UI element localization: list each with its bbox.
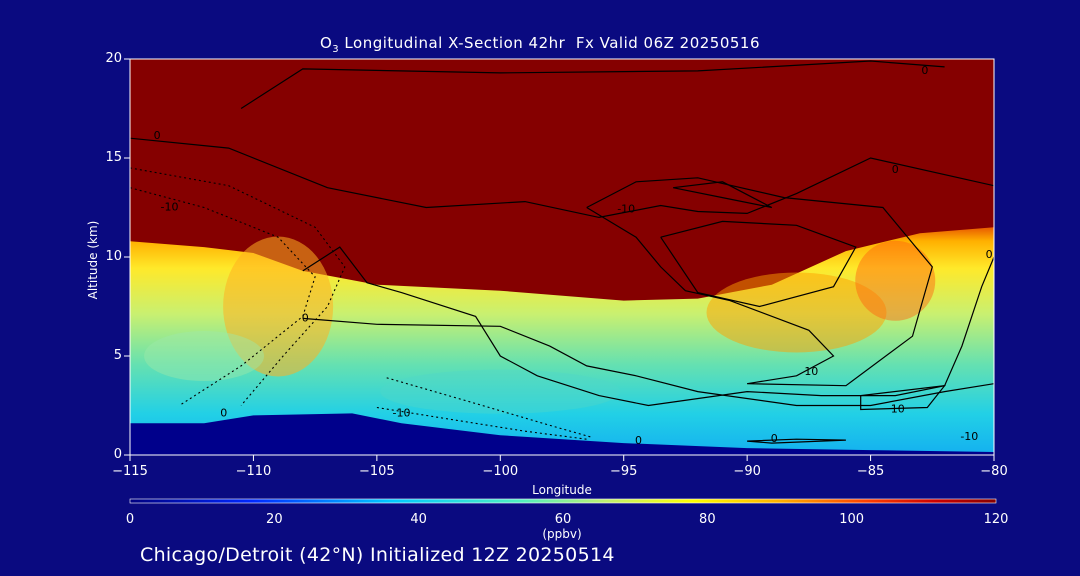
colorbar-tick-label: 0 [125, 512, 135, 527]
ozone-blob-3 [144, 331, 265, 381]
colorbar [129, 498, 997, 504]
dashed-contour-1 [130, 167, 346, 406]
contour-line-1 [130, 137, 994, 219]
ozone-blob-0 [223, 236, 334, 377]
contour-label-11: 0 [771, 432, 778, 445]
contour-label-4: 0 [220, 406, 227, 419]
ozone-blob-4 [380, 369, 621, 414]
contour-line-4 [586, 177, 933, 387]
contour-line-8 [672, 181, 773, 209]
y-tick-label: 10 [105, 249, 122, 264]
contour-label-1: -10 [161, 201, 179, 214]
chart-title: O3 Longitudinal X-Section 42hr Fx Valid … [319, 34, 761, 55]
contour-line-3 [302, 317, 994, 407]
contour-label-12: -10 [960, 430, 978, 443]
contour-label-0: 0 [154, 129, 161, 142]
ozone-blob-2 [855, 240, 936, 321]
contour-line-6 [860, 384, 946, 411]
terrain [130, 413, 994, 455]
y-tick-label: 0 [113, 447, 122, 462]
dashed-contour-2 [376, 406, 587, 440]
x-tick-label: −90 [733, 464, 761, 479]
colorbar-tick-label: 40 [410, 512, 427, 527]
y-tick-label: 20 [105, 51, 122, 66]
colorbar-tick-label: 20 [266, 512, 283, 527]
x-tick-label: −80 [980, 464, 1008, 479]
contour-label-10: 10 [891, 402, 905, 415]
x-tick-label: −105 [358, 464, 395, 479]
x-tick-label: −95 [609, 464, 638, 479]
contour-label-2: 0 [302, 311, 309, 324]
contour-line-5 [660, 220, 857, 308]
contour-label-13: 0 [986, 248, 993, 261]
contour-line-0 [240, 60, 945, 110]
x-tick-label: −115 [112, 464, 148, 479]
contour-label-8: 0 [892, 163, 899, 176]
y-tick-label: 15 [105, 150, 122, 165]
dashed-contour-0 [130, 187, 316, 406]
contour-label-7: 0 [921, 64, 928, 77]
dashed-contour-3 [386, 377, 592, 438]
contour-label-3: -10 [393, 406, 411, 419]
colorbar-tick-label: 80 [699, 512, 716, 527]
ozone-blob-1 [706, 272, 887, 353]
contour-label-9: 10 [804, 365, 818, 378]
contour-label-6: -10 [617, 202, 635, 215]
colorbar-tick-label: 120 [983, 512, 1009, 527]
colorbar-units: (ppbv) [542, 527, 582, 541]
colorbar-tick-label: 100 [839, 512, 865, 527]
y-tick-label: 5 [113, 348, 122, 363]
contour-line-7 [747, 438, 846, 444]
contour-line-2 [302, 246, 994, 407]
footer-caption: Chicago/Detroit (42°N) Initialized 12Z 2… [140, 544, 615, 566]
x-tick-label: −85 [856, 464, 885, 479]
x-tick-label: −110 [235, 464, 272, 479]
colorbar-tick-label: 60 [554, 512, 572, 527]
contour-label-5: 0 [635, 434, 642, 447]
x-axis-label: Longitude [532, 483, 592, 497]
x-tick-label: −100 [482, 464, 519, 479]
